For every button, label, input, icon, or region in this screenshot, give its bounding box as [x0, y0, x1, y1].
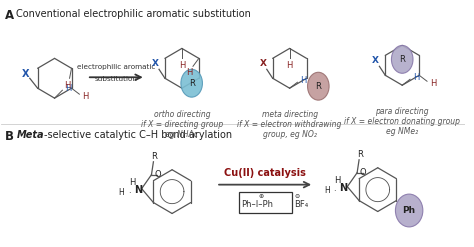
Text: if X = directing group: if X = directing group	[141, 120, 223, 129]
Text: electrophilic aromatic: electrophilic aromatic	[77, 64, 155, 70]
Text: R: R	[152, 152, 157, 161]
Text: ⊖: ⊖	[294, 194, 300, 199]
Text: Ph–I–Ph: Ph–I–Ph	[241, 200, 273, 209]
Text: Cu(II) catalysis: Cu(II) catalysis	[224, 168, 306, 178]
Text: O: O	[154, 170, 161, 179]
Text: para directing: para directing	[375, 107, 429, 116]
Text: Conventional electrophilic aromatic substitution: Conventional electrophilic aromatic subs…	[17, 9, 251, 19]
Text: if X = electron donating group: if X = electron donating group	[344, 117, 460, 126]
Text: ⊕: ⊕	[259, 194, 264, 199]
Ellipse shape	[308, 72, 329, 100]
Text: H: H	[334, 176, 341, 185]
Text: -selective catalytic C–H bond arylation: -selective catalytic C–H bond arylation	[44, 130, 232, 140]
Text: H: H	[128, 178, 135, 187]
Text: H: H	[65, 84, 72, 93]
Text: H: H	[64, 81, 71, 90]
Text: meta directing: meta directing	[262, 110, 318, 119]
Text: R: R	[189, 79, 195, 88]
Text: H: H	[82, 92, 89, 101]
Text: R: R	[315, 82, 321, 91]
Text: B: B	[5, 130, 14, 143]
Text: ortho directing: ortho directing	[154, 110, 210, 119]
Text: X: X	[22, 69, 29, 79]
Text: H: H	[413, 73, 419, 82]
Text: eg NHAc: eg NHAc	[165, 130, 199, 139]
Ellipse shape	[395, 194, 423, 227]
Text: BF₄: BF₄	[294, 200, 309, 209]
Text: O: O	[360, 168, 366, 177]
Text: H: H	[324, 186, 330, 195]
FancyBboxPatch shape	[239, 192, 292, 213]
Text: Ph: Ph	[402, 206, 416, 215]
Text: X: X	[259, 59, 266, 68]
Text: H: H	[286, 61, 293, 70]
Text: group, eg NO₂: group, eg NO₂	[263, 130, 317, 139]
Ellipse shape	[181, 69, 202, 97]
Text: Meta: Meta	[17, 130, 44, 140]
Text: H: H	[300, 76, 307, 85]
Text: substitution: substitution	[95, 76, 137, 82]
Text: X: X	[152, 59, 159, 68]
Text: H: H	[179, 61, 185, 70]
Text: H: H	[186, 68, 192, 77]
Text: eg NMe₂: eg NMe₂	[386, 127, 418, 136]
Text: X: X	[372, 56, 379, 65]
Text: H: H	[118, 188, 124, 197]
Text: N: N	[339, 183, 347, 193]
Text: A: A	[5, 9, 14, 22]
Text: N: N	[134, 185, 142, 195]
Text: .: .	[334, 184, 336, 193]
Text: H: H	[430, 79, 436, 88]
Text: R: R	[399, 55, 405, 64]
Text: R: R	[357, 150, 363, 159]
Text: .: .	[128, 185, 130, 195]
Text: if X = electron withdrawing: if X = electron withdrawing	[237, 120, 342, 129]
Ellipse shape	[392, 45, 413, 73]
